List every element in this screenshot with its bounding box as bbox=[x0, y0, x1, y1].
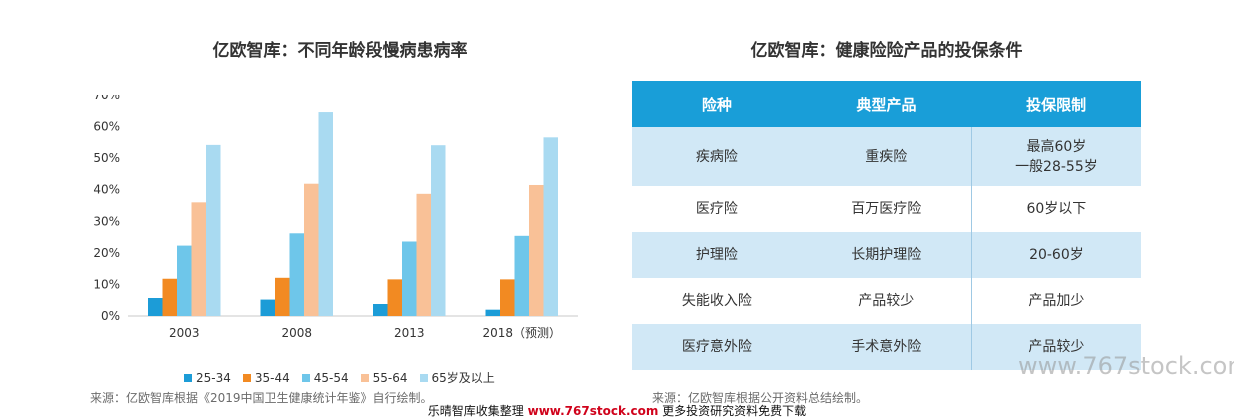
legend-item: 55-64 bbox=[360, 370, 408, 385]
legend-item: 45-54 bbox=[301, 370, 349, 385]
table-title: 亿欧智库：健康险险产品的投保条件 bbox=[750, 41, 1023, 61]
cell-product: 手术意外险 bbox=[801, 324, 972, 370]
bar bbox=[318, 112, 333, 316]
legend-label: 55-64 bbox=[372, 370, 408, 385]
legend-swatch bbox=[360, 373, 369, 382]
cell-limit: 60岁以下 bbox=[970, 186, 1141, 232]
y-tick-label: 70% bbox=[93, 95, 120, 102]
cell-type: 疾病险 bbox=[632, 127, 802, 186]
bar bbox=[514, 235, 529, 316]
table-row: 医疗意外险 手术意外险 产品较少 bbox=[632, 324, 1141, 370]
y-tick-label: 40% bbox=[93, 183, 120, 197]
chart-source-note: 来源：亿欧智库根据《2019中国卫生健康统计年鉴》自行绘制。 bbox=[90, 391, 433, 405]
bar bbox=[275, 277, 290, 316]
bar bbox=[431, 145, 446, 316]
cell-product: 长期护理险 bbox=[801, 232, 972, 278]
bar bbox=[304, 183, 319, 316]
legend-label: 25-34 bbox=[196, 370, 231, 385]
cell-limit: 产品较少 bbox=[970, 324, 1141, 370]
footer-prefix: 乐晴智库收集整理 bbox=[427, 404, 528, 418]
table-header-row: 险种 典型产品 投保限制 bbox=[632, 81, 1141, 127]
footer: 乐晴智库收集整理 www.767stock.com 更多投资研究资料免费下载 bbox=[0, 402, 1234, 419]
cell-type: 护理险 bbox=[632, 232, 802, 278]
footer-suffix: 更多投资研究资料免费下载 bbox=[658, 404, 807, 418]
cell-product: 重疾险 bbox=[801, 127, 972, 186]
cell-type: 医疗意外险 bbox=[632, 324, 802, 370]
x-tick-label: 2003 bbox=[169, 326, 200, 340]
bar bbox=[177, 245, 192, 316]
bar bbox=[500, 279, 515, 316]
header-limit: 投保限制 bbox=[971, 81, 1141, 127]
table-row: 护理险 长期护理险 20-60岁 bbox=[632, 232, 1141, 278]
legend-item: 65岁及以上 bbox=[419, 369, 495, 386]
table-row: 疾病险 重疾险 最高60岁 一般28-55岁 bbox=[632, 127, 1141, 186]
bar bbox=[387, 279, 402, 316]
bar bbox=[289, 233, 304, 316]
bar bbox=[206, 144, 221, 316]
footer-link[interactable]: www.767stock.com bbox=[527, 404, 659, 418]
cell-product: 百万医疗险 bbox=[851, 201, 922, 217]
bar bbox=[402, 241, 417, 316]
legend-label: 35-44 bbox=[254, 370, 290, 385]
x-tick-label: 2013 bbox=[394, 326, 425, 340]
cell-type: 医疗险 bbox=[695, 201, 738, 217]
y-tick-label: 10% bbox=[93, 277, 120, 291]
insurance-conditions-table: 险种 典型产品 投保限制 疾病险 重疾险 最高60岁 一般28-55岁 医疗险 … bbox=[632, 81, 1141, 370]
legend-label: 45-54 bbox=[313, 370, 349, 385]
bar bbox=[162, 278, 177, 316]
legend-swatch bbox=[301, 373, 310, 382]
table-source-note: 来源：亿欧智库根据公开资料总结绘制。 bbox=[652, 391, 869, 405]
y-tick-label: 30% bbox=[93, 214, 120, 228]
bar bbox=[148, 298, 163, 316]
bar bbox=[191, 202, 206, 316]
table-row: 失能收入险 产品较少 产品加少 bbox=[632, 278, 1141, 324]
table-row: 医疗险 百万医疗险 60岁以下 bbox=[632, 186, 1141, 232]
chart-legend: 25-34 35-44 45-54 55-64 65岁及以上 bbox=[184, 369, 495, 386]
y-tick-label: 20% bbox=[93, 246, 120, 260]
bar-chart: 0% 10% 20% 30% 40% 50% 60% 70% 2003 2008 2013 2018（… bbox=[93, 95, 578, 340]
bar bbox=[260, 299, 275, 316]
legend-swatch bbox=[242, 373, 251, 382]
legend-item: 35-44 bbox=[242, 370, 290, 385]
legend-swatch bbox=[184, 373, 192, 382]
bar bbox=[485, 309, 500, 316]
header-product: 典型产品 bbox=[801, 81, 972, 127]
header-type: 险种 bbox=[632, 81, 802, 127]
watermark-text: www.767stock.com bbox=[1018, 352, 1234, 380]
cell-type: 失能收入险 bbox=[681, 293, 752, 309]
bar bbox=[529, 184, 544, 316]
legend-swatch bbox=[419, 373, 428, 382]
x-tick-label: 2018（预测） bbox=[482, 326, 561, 340]
cell-limit: 产品加少 bbox=[970, 278, 1141, 324]
y-tick-label: 50% bbox=[93, 151, 120, 165]
cell-limit: 最高60岁 一般28-55岁 bbox=[970, 127, 1141, 186]
y-tick-label: 0% bbox=[101, 309, 120, 323]
bar bbox=[416, 193, 431, 316]
bar bbox=[373, 304, 388, 316]
x-tick-label: 2008 bbox=[281, 326, 312, 340]
bar bbox=[543, 137, 558, 316]
legend-label: 65岁及以上 bbox=[431, 371, 495, 385]
legend-item: 25-34 bbox=[184, 371, 231, 385]
y-tick-label: 60% bbox=[93, 120, 120, 134]
cell-limit: 20-60岁 bbox=[970, 232, 1141, 278]
chart-title: 亿欧智库：不同年龄段慢病患病率 bbox=[212, 41, 468, 61]
cell-product: 产品较少 bbox=[858, 293, 915, 309]
